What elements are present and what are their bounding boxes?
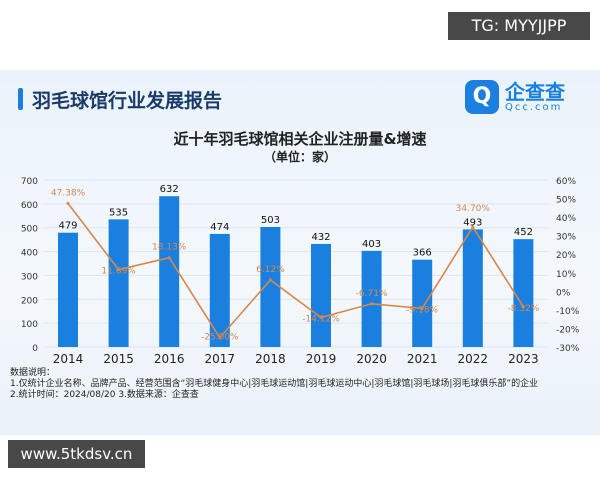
notes-heading: 数据说明： — [10, 368, 56, 378]
bar — [159, 196, 180, 347]
y-tick-label: 400 — [21, 249, 38, 259]
x-tick-label: 2019 — [306, 352, 337, 366]
x-tick-label: 2015 — [103, 352, 134, 366]
y-tick-label: 300 — [21, 272, 38, 282]
x-tick-label: 2014 — [53, 352, 84, 366]
report-panel — [0, 70, 600, 435]
y2-tick-label: 10% — [556, 270, 576, 280]
notes-line2: 2.统计时间：2024/08/20 3.数据来源：企查查 — [10, 390, 199, 400]
x-tick-label: 2020 — [356, 352, 387, 366]
bar — [108, 219, 129, 347]
bar — [311, 243, 331, 347]
growth-label: 47.38% — [51, 188, 86, 198]
bar-value-label: 632 — [160, 184, 179, 195]
notes-line1: 1.仅统计企业名称、品牌产品、经营范围含“羽毛球健身中心|羽毛球运动馆|羽毛球运… — [10, 379, 539, 389]
growth-point — [218, 336, 222, 340]
y2-tick-label: 50% — [556, 196, 576, 206]
x-tick-label: 2017 — [205, 352, 236, 366]
y2-tick-label: 0% — [556, 288, 571, 298]
growth-point — [268, 278, 272, 282]
y2-tick-label: -30% — [556, 344, 580, 354]
y2-tick-label: -10% — [556, 307, 580, 317]
bar-value-label: 403 — [362, 239, 381, 250]
x-tick-label: 2021 — [407, 352, 438, 366]
y-tick-label: 0 — [32, 344, 38, 354]
growth-label: -9.18% — [406, 305, 438, 315]
growth-label: 34.70% — [456, 204, 491, 214]
growth-point — [521, 305, 525, 309]
y2-tick-label: -20% — [556, 325, 580, 335]
qcc-logo-icon: Q — [465, 80, 499, 114]
growth-point — [167, 256, 171, 260]
growth-label: 18.13% — [152, 243, 187, 253]
y-tick-label: 200 — [21, 296, 38, 306]
bar — [58, 232, 78, 347]
bar — [361, 250, 382, 347]
bar-value-label: 535 — [109, 207, 128, 218]
y2-tick-label: 30% — [556, 233, 576, 243]
bar — [462, 229, 483, 347]
x-tick-label: 2022 — [458, 352, 489, 366]
growth-point — [471, 225, 475, 229]
growth-label: -25.00% — [201, 333, 239, 343]
growth-point — [319, 316, 323, 320]
bar-value-label: 432 — [311, 232, 330, 243]
y-tick-label: 700 — [21, 177, 38, 187]
bar — [513, 239, 534, 347]
qcc-logo: Q 企查查 Qcc.com — [465, 80, 565, 114]
y2-tick-label: 40% — [556, 214, 576, 224]
bar-value-label: 493 — [463, 217, 482, 228]
growth-label: -8.32% — [507, 304, 539, 314]
notes: 数据说明： 1.仅统计企业名称、品牌产品、经营范围含“羽毛球健身中心|羽毛球运动… — [10, 368, 595, 401]
page-title: 羽毛球馆行业发展报告 — [32, 90, 223, 112]
y2-tick-label: 60% — [556, 177, 576, 187]
logo-text: 企查查 — [505, 79, 565, 104]
growth-line — [67, 202, 525, 340]
growth-point — [420, 306, 424, 310]
logo-subtext: Qcc.com — [505, 101, 563, 113]
y-tick-label: 600 — [21, 201, 38, 211]
chart-title: 近十年羽毛球馆相关企业注册量&增速 — [173, 130, 427, 148]
bar — [260, 226, 281, 347]
bar — [412, 259, 433, 347]
watermark: www.5tkdsv.cn — [8, 440, 145, 468]
bar — [209, 233, 230, 347]
bar-value-label: 452 — [514, 227, 533, 238]
chart-subtitle: （单位：家） — [263, 150, 336, 164]
tg-label: TG: MYYJJPP — [448, 12, 590, 40]
growth-label: 6.12% — [256, 265, 285, 275]
x-tick-label: 2018 — [255, 352, 286, 366]
bar-value-label: 474 — [210, 222, 229, 233]
x-tick-label: 2023 — [508, 352, 539, 366]
x-tick-label: 2016 — [154, 352, 185, 366]
growth-point — [66, 201, 70, 205]
y2-tick-label: 20% — [556, 251, 576, 261]
bar-value-label: 503 — [261, 215, 280, 226]
bar-value-label: 366 — [413, 248, 432, 259]
y-tick-label: 500 — [21, 225, 38, 235]
title-accent-bar — [18, 88, 23, 110]
growth-point — [117, 268, 121, 272]
growth-label: -14.12% — [302, 315, 340, 325]
growth-label: -6.71% — [356, 289, 388, 299]
growth-point — [370, 302, 374, 306]
y-tick-label: 100 — [21, 320, 38, 330]
bar-value-label: 479 — [58, 221, 77, 232]
growth-label: 11.69% — [101, 267, 136, 277]
